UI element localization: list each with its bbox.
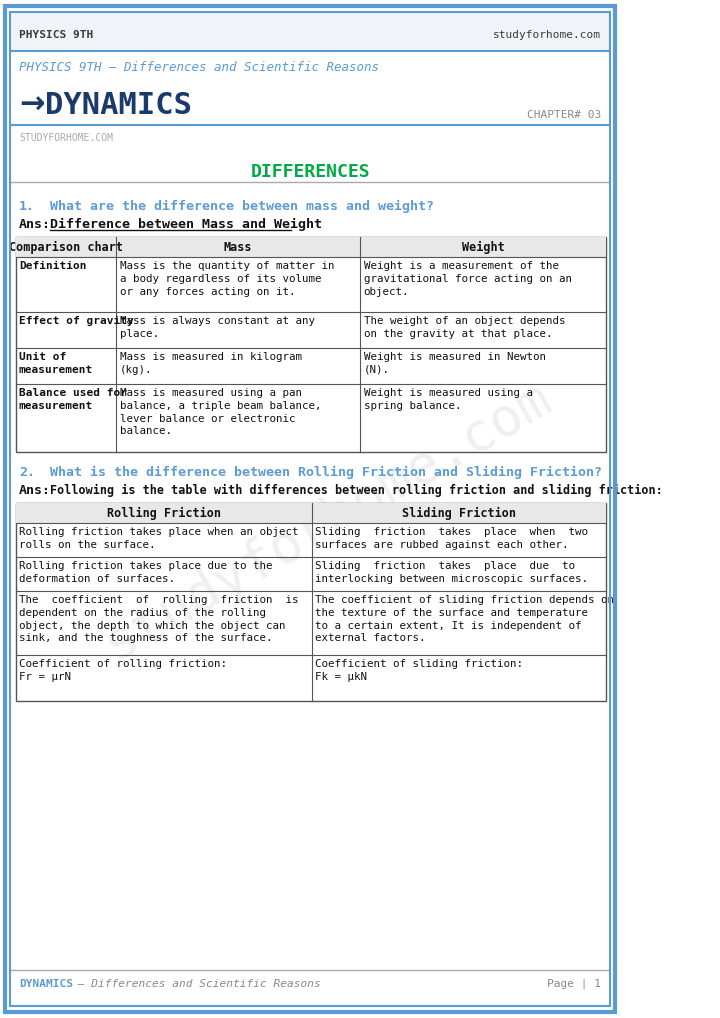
Text: Coefficient of sliding friction:
Fk = μkN: Coefficient of sliding friction: Fk = μk…: [315, 659, 523, 682]
FancyBboxPatch shape: [12, 13, 609, 51]
Text: The  coefficient  of  rolling  friction  is
dependent on the radius of the rolli: The coefficient of rolling friction is d…: [19, 595, 299, 643]
Text: Ans:: Ans:: [19, 484, 51, 497]
Text: DIFFERENCES: DIFFERENCES: [251, 163, 370, 181]
Text: PHYSICS 9TH: PHYSICS 9TH: [19, 30, 93, 40]
Text: DYNAMICS: DYNAMICS: [45, 91, 192, 119]
Text: What is the difference between Rolling Friction and Sliding Friction?: What is the difference between Rolling F…: [50, 466, 602, 479]
Text: Mass is measured in kilogram
(kg).: Mass is measured in kilogram (kg).: [120, 352, 302, 375]
Text: Mass is always constant at any
place.: Mass is always constant at any place.: [120, 316, 315, 339]
Text: Following is the table with differences between rolling friction and sliding fri: Following is the table with differences …: [50, 484, 662, 497]
Text: Weight is measured using a
spring balance.: Weight is measured using a spring balanc…: [364, 388, 533, 411]
Text: The weight of an object depends
on the gravity at that place.: The weight of an object depends on the g…: [364, 316, 565, 339]
FancyBboxPatch shape: [16, 237, 606, 257]
Text: 1.: 1.: [19, 200, 35, 213]
Text: – Differences and Scientific Reasons: – Differences and Scientific Reasons: [71, 979, 320, 989]
Text: DYNAMICS: DYNAMICS: [19, 979, 73, 989]
Text: Weight is measured in Newton
(N).: Weight is measured in Newton (N).: [364, 352, 546, 375]
Text: Weight is a measurement of the
gravitational force acting on an
object.: Weight is a measurement of the gravitati…: [364, 261, 572, 296]
Text: Difference between Mass and Weight: Difference between Mass and Weight: [50, 218, 322, 231]
Text: The coefficient of sliding friction depends on
the texture of the surface and te: The coefficient of sliding friction depe…: [315, 595, 614, 643]
Text: Weight: Weight: [462, 240, 504, 253]
FancyBboxPatch shape: [16, 503, 606, 523]
Text: Definition: Definition: [19, 261, 86, 271]
Text: Comparison chart: Comparison chart: [9, 240, 123, 253]
Text: Rolling friction takes place when an object
rolls on the surface.: Rolling friction takes place when an obj…: [19, 527, 299, 550]
Text: CHAPTER# 03: CHAPTER# 03: [527, 110, 601, 120]
Text: Rolling Friction: Rolling Friction: [107, 506, 221, 519]
Text: STUDYFORHOME.COM: STUDYFORHOME.COM: [19, 133, 113, 143]
Text: studyforhome.com: studyforhome.com: [94, 371, 560, 670]
Text: Rolling friction takes place due to the
deformation of surfaces.: Rolling friction takes place due to the …: [19, 561, 272, 583]
Text: Ans:: Ans:: [19, 218, 51, 231]
Text: Effect of gravity: Effect of gravity: [19, 316, 134, 326]
Text: Mass: Mass: [224, 240, 253, 253]
Text: Page | 1: Page | 1: [547, 978, 601, 989]
Text: →: →: [19, 91, 45, 119]
Text: Sliding  friction  takes  place  due  to
interlocking between microscopic surfac: Sliding friction takes place due to inte…: [315, 561, 588, 583]
Text: Balance used for
measurement: Balance used for measurement: [19, 388, 127, 411]
Text: 2.: 2.: [19, 466, 35, 479]
Text: studyforhome.com: studyforhome.com: [493, 30, 601, 40]
Text: Sliding Friction: Sliding Friction: [402, 506, 516, 519]
Text: Mass is measured using a pan
balance, a triple beam balance,
lever balance or el: Mass is measured using a pan balance, a …: [120, 388, 321, 437]
Text: What are the difference between mass and weight?: What are the difference between mass and…: [50, 200, 434, 213]
Text: Sliding  friction  takes  place  when  two
surfaces are rubbed against each othe: Sliding friction takes place when two su…: [315, 527, 588, 550]
Text: Coefficient of rolling friction:
Fr = μrN: Coefficient of rolling friction: Fr = μr…: [19, 659, 227, 682]
Text: Mass is the quantity of matter in
a body regardless of its volume
or any forces : Mass is the quantity of matter in a body…: [120, 261, 334, 296]
Text: Unit of
measurement: Unit of measurement: [19, 352, 93, 375]
Text: PHYSICS 9TH – Differences and Scientific Reasons: PHYSICS 9TH – Differences and Scientific…: [19, 60, 379, 73]
